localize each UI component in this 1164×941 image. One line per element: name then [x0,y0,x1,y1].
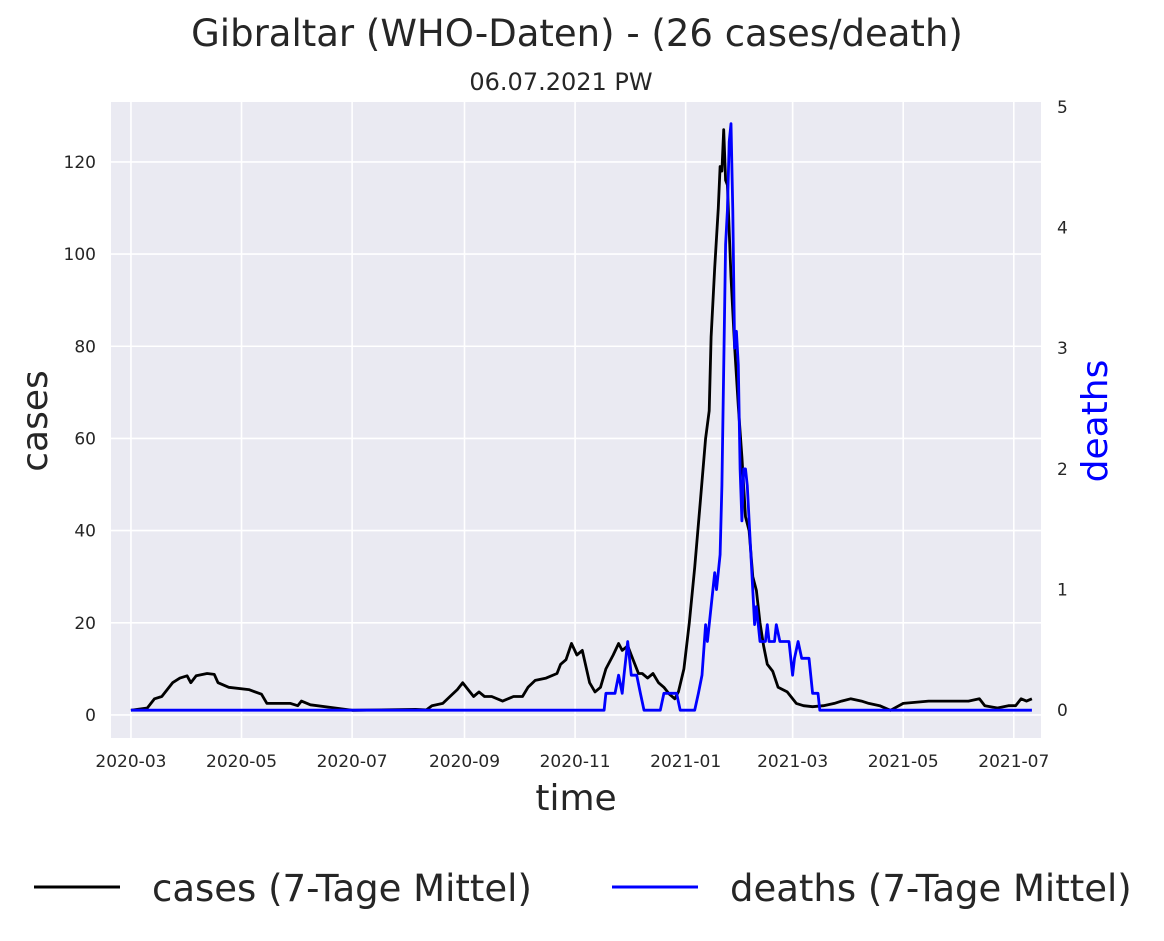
y-tick-label: 20 [74,614,96,634]
y-tick-labels: 0 20 40 60 80 100 120 [64,153,96,726]
series-lines [130,122,1033,712]
legend-label-deaths: deaths (7-Tage Mittel) [730,867,1132,910]
x-tick-label: 2020-07 [317,752,388,772]
x-tick-label: 2020-11 [540,752,611,772]
series-line-cases [130,128,1033,712]
y2-tick-label: 2 [1057,460,1068,480]
y2-tick-label: 0 [1057,701,1068,721]
chart-title: Gibraltar (WHO-Daten) - (26 cases/death) [191,12,963,55]
y2-tick-label: 4 [1057,219,1068,239]
x-tick-label: 2020-05 [206,752,277,772]
x-tick-label: 2021-01 [650,752,721,772]
grid [111,102,1041,738]
legend-label-cases: cases (7-Tage Mittel) [152,867,532,910]
x-tick-label: 2021-05 [868,752,939,772]
y-tick-label: 60 [74,429,96,449]
x-tick-label: 2021-03 [757,752,828,772]
x-tick-label: 2020-09 [429,752,500,772]
y-tick-label: 120 [64,153,96,173]
y2-tick-labels: 0 1 2 3 4 5 [1057,98,1068,721]
y2-tick-label: 3 [1057,339,1068,359]
y-tick-label: 100 [64,245,96,265]
y-tick-label: 80 [74,337,96,357]
x-tick-label: 2020-03 [95,752,166,772]
y2-axis-label: deaths [1075,360,1116,483]
legend: cases (7-Tage Mittel) deaths (7-Tage Mit… [34,867,1132,910]
plot-area [111,102,1041,738]
chart-subtitle: 06.07.2021 PW [469,68,652,96]
y2-tick-label: 5 [1057,98,1068,118]
y-axis-label: cases [15,370,56,472]
y-tick-label: 40 [74,522,96,542]
x-tick-label: 2021-07 [978,752,1049,772]
y2-tick-label: 1 [1057,581,1068,601]
series-line-deaths [130,122,1032,712]
x-axis-label: time [535,778,616,819]
y-tick-label: 0 [85,706,96,726]
x-tick-labels: 2020-03 2020-05 2020-07 2020-09 2020-11 2021-… [95,752,1049,772]
